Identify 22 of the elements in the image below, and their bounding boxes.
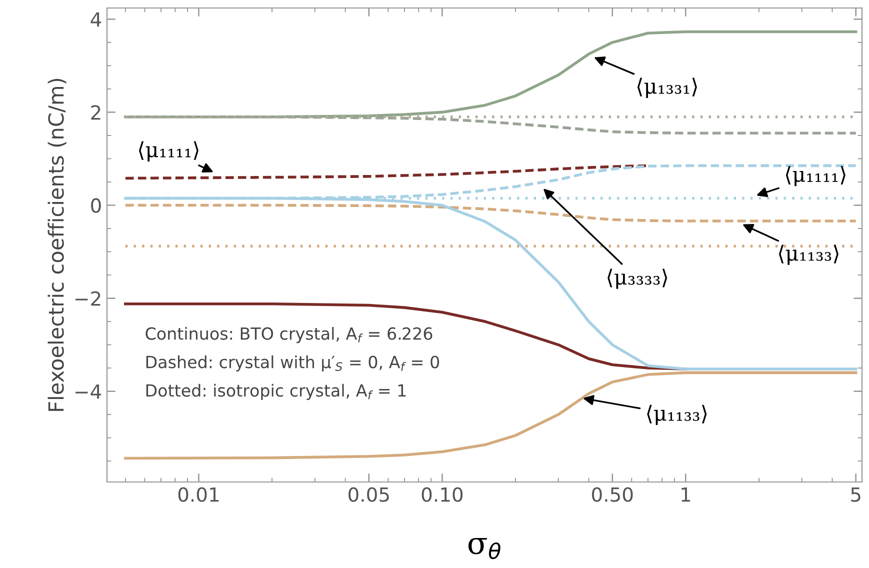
y-tick-label: −4 — [76, 384, 102, 399]
annotation: ⟨μ₁₁₃₃⟩ — [647, 404, 707, 426]
y-tick-label: 2 — [91, 105, 100, 120]
annotation: ⟨μ₁₁₁₁⟩ — [786, 166, 846, 186]
y-tick-label: 0 — [91, 198, 101, 213]
annotation: Continuos: BTO crystal, A$_{f}$ = 6.226 — [146, 326, 432, 344]
annotation: ⟨μ₁₃₃₁⟩ — [637, 78, 697, 98]
x-tick-label: 1 — [682, 487, 690, 502]
annotation: ⟨μ₃₃₃₃⟩ — [608, 268, 668, 289]
annotation: ⟨μ₁₁₁₁⟩ — [138, 141, 198, 162]
y-tick-label: −2 — [76, 291, 100, 306]
annotation: Dotted: isotropic crystal, A$_{f}$ = 1 — [146, 384, 406, 400]
x-tick-label: 0.01 — [178, 487, 219, 502]
annotation: Dashed: crystal with μ′$_{S}$ = 0, A$_{f}$ = 0 — [146, 355, 440, 372]
x-tick-label: 0.50 — [592, 487, 633, 502]
y-tick-label: 4 — [90, 12, 102, 27]
x-tick-label: 0.05 — [348, 487, 389, 502]
x-axis-title: σ$_{θ}$ — [468, 538, 500, 560]
x-tick-label: 0.10 — [422, 487, 463, 502]
x-tick-label: 5 — [851, 487, 860, 502]
annotation: ⟨μ₁₁₃₃⟩ — [778, 244, 838, 265]
y-axis-title: Flexoelectric coefficients (nC/m) — [48, 78, 66, 411]
